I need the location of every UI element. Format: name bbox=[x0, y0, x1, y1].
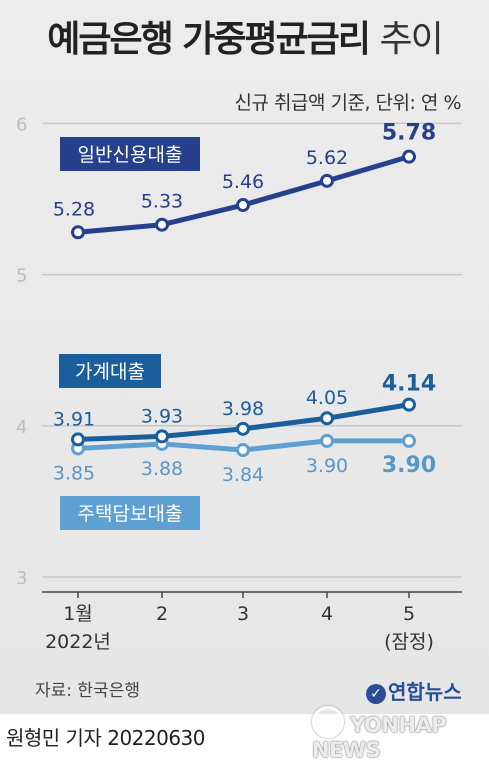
data-label-0-4: 5.78 bbox=[382, 121, 436, 146]
x-tick-label-0: 1월 bbox=[63, 603, 93, 625]
y-tick-label-5: 5 bbox=[16, 266, 27, 287]
data-point-1-3 bbox=[320, 411, 334, 426]
yonhap-logo-icon: ✓ bbox=[366, 684, 386, 704]
data-label-2-1: 3.88 bbox=[141, 458, 183, 480]
data-label-1-3: 4.05 bbox=[306, 387, 348, 409]
data-point-2-3 bbox=[320, 433, 334, 448]
data-label-1-4: 4.14 bbox=[382, 372, 436, 397]
yonhap-logo: ✓ 연합뉴스 bbox=[366, 676, 462, 705]
data-point-1-1 bbox=[155, 429, 169, 444]
footer-bar bbox=[0, 714, 489, 750]
y-tick-label-4: 4 bbox=[16, 417, 27, 438]
chart-title: 예금은행 가중평균금리 추이 bbox=[0, 10, 489, 62]
title-sub: 추이 bbox=[379, 19, 444, 60]
reporter-credit: 원형민 기자 20220630 bbox=[6, 726, 206, 750]
x-tick-label-2: 3 bbox=[237, 603, 249, 625]
legend-label-2: 주택담보대출 bbox=[78, 503, 183, 525]
data-label-1-1: 3.93 bbox=[141, 405, 183, 427]
source-note: 자료: 한국은행 bbox=[35, 681, 140, 701]
data-label-0-3: 5.62 bbox=[306, 147, 348, 169]
data-point-2-2 bbox=[236, 442, 250, 457]
legend-box-1 bbox=[59, 354, 161, 388]
y-tick-label-6: 6 bbox=[16, 114, 27, 135]
data-point-0-1 bbox=[155, 217, 169, 232]
x-tick-label-3: 4 bbox=[321, 603, 333, 625]
legend-box-0 bbox=[60, 137, 200, 171]
yonhap-logo-text: 연합뉴스 bbox=[388, 680, 462, 704]
data-point-0-4 bbox=[402, 149, 416, 164]
data-label-1-0: 3.91 bbox=[53, 408, 95, 430]
data-label-2-0: 3.85 bbox=[53, 462, 95, 484]
data-label-2-3: 3.90 bbox=[306, 455, 348, 477]
x-tick-label-4: 5 bbox=[403, 603, 415, 625]
data-label-2-2: 3.84 bbox=[222, 464, 264, 486]
data-point-0-0 bbox=[71, 225, 85, 240]
x-tick-label-1: 2 bbox=[156, 603, 168, 625]
watermark-ring-icon bbox=[312, 706, 344, 738]
yonhap-watermark: YONHAP NEWS bbox=[312, 706, 489, 762]
legend-label-0: 일반신용대출 bbox=[78, 144, 183, 166]
data-label-0-0: 5.28 bbox=[53, 198, 95, 220]
data-label-0-2: 5.46 bbox=[222, 171, 264, 193]
x-sublabel-0: 2022년 bbox=[45, 631, 111, 653]
data-point-0-2 bbox=[236, 198, 250, 213]
data-point-1-2 bbox=[236, 421, 250, 436]
data-point-2-4 bbox=[402, 433, 416, 448]
legend-label-1: 가계대출 bbox=[75, 361, 145, 383]
x-sublabel-4: (잠정) bbox=[384, 631, 434, 653]
legend-box-2 bbox=[60, 496, 200, 530]
data-label-0-1: 5.33 bbox=[141, 191, 183, 213]
data-point-1-4 bbox=[402, 397, 416, 412]
data-label-1-2: 3.98 bbox=[222, 398, 264, 420]
line-chart: 3 4 5 6 1월 2022년 2 3 4 5 (잠정) 5.28 5.33 5.46 5.62 5.78 3… bbox=[16, 114, 462, 653]
data-point-0-3 bbox=[320, 173, 334, 188]
title-main: 예금은행 가중평균금리 bbox=[47, 19, 371, 60]
data-point-1-0 bbox=[71, 432, 85, 447]
y-tick-label-3: 3 bbox=[16, 568, 27, 589]
data-label-2-4: 3.90 bbox=[382, 453, 436, 478]
unit-note: 신규 취급액 기준, 단위: 연 % bbox=[234, 92, 462, 114]
